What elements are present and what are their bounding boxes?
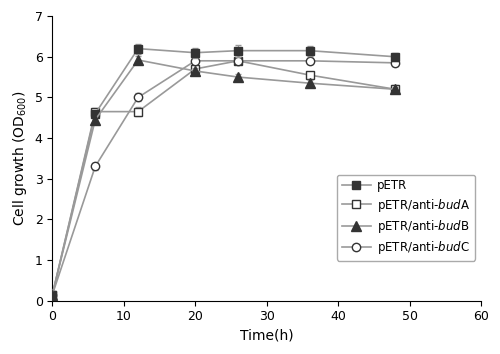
X-axis label: Time(h): Time(h) <box>240 329 294 343</box>
Legend: pETR, pETR/anti-$\it{bud}$A, pETR/anti-$\it{bud}$B, pETR/anti-$\it{bud}$C: pETR, pETR/anti-$\it{bud}$A, pETR/anti-$… <box>337 175 475 261</box>
Y-axis label: Cell growth (OD$_{600}$): Cell growth (OD$_{600}$) <box>11 91 29 226</box>
